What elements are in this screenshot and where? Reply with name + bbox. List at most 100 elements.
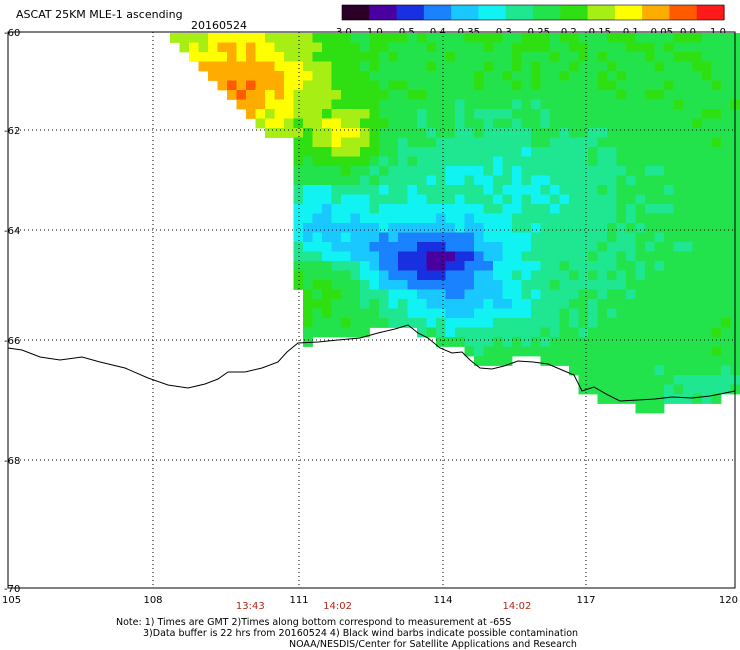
wind-cell bbox=[474, 156, 484, 167]
wind-cell bbox=[436, 137, 446, 148]
wind-cell bbox=[350, 147, 361, 157]
wind-cell bbox=[407, 99, 418, 110]
wind-cell bbox=[521, 308, 532, 319]
wind-cell bbox=[531, 128, 541, 138]
wind-cell bbox=[683, 118, 693, 129]
wind-cell bbox=[322, 299, 332, 309]
wind-cell bbox=[635, 308, 646, 319]
wind-cell bbox=[711, 223, 722, 233]
wind-cell bbox=[179, 42, 190, 53]
wind-cell bbox=[502, 261, 513, 271]
wind-cell bbox=[483, 270, 494, 281]
wind-cell bbox=[578, 242, 589, 252]
wind-cell bbox=[284, 33, 294, 43]
wind-cell bbox=[559, 318, 570, 328]
wind-cell bbox=[626, 194, 636, 205]
wind-cell bbox=[388, 33, 399, 43]
wind-cell bbox=[303, 223, 313, 233]
wind-cell bbox=[293, 137, 304, 148]
wind-cell bbox=[464, 99, 475, 110]
wind-cell bbox=[711, 128, 722, 138]
wind-cell bbox=[445, 80, 456, 91]
wind-cell bbox=[616, 71, 627, 81]
wind-cell bbox=[569, 232, 579, 243]
wind-cell bbox=[360, 308, 370, 319]
wind-cell bbox=[341, 289, 351, 300]
wind-cell bbox=[607, 337, 617, 347]
wind-cell bbox=[379, 261, 389, 271]
wind-cell bbox=[588, 175, 598, 186]
wind-cell bbox=[721, 308, 731, 319]
wind-cell bbox=[474, 147, 484, 157]
wind-cell bbox=[445, 299, 456, 309]
wind-cell bbox=[512, 33, 522, 43]
wind-cell bbox=[322, 42, 332, 53]
wind-cell bbox=[464, 261, 475, 271]
wind-cell bbox=[493, 299, 503, 309]
wind-cell bbox=[303, 242, 313, 252]
wind-cell bbox=[360, 318, 370, 328]
wind-cell bbox=[341, 270, 351, 281]
wind-cell bbox=[607, 99, 617, 110]
wind-cell bbox=[493, 346, 503, 357]
wind-cell bbox=[360, 251, 370, 262]
wind-cell bbox=[512, 185, 522, 195]
wind-cell bbox=[540, 194, 551, 205]
wind-cell bbox=[626, 147, 636, 157]
wind-cell bbox=[474, 166, 484, 176]
wind-cell bbox=[341, 90, 351, 100]
wind-cell bbox=[360, 270, 370, 281]
wind-cell bbox=[360, 289, 370, 300]
wind-cell bbox=[217, 33, 228, 43]
wind-cell bbox=[322, 99, 332, 110]
wind-cell bbox=[293, 61, 304, 72]
wind-cell bbox=[721, 109, 731, 119]
wind-cell bbox=[711, 394, 722, 404]
wind-cell bbox=[683, 71, 693, 81]
wind-cell bbox=[721, 61, 731, 72]
wind-cell bbox=[493, 308, 503, 319]
wind-cell bbox=[692, 289, 703, 300]
wind-cell bbox=[502, 156, 513, 167]
wind-cell bbox=[607, 71, 617, 81]
wind-cell bbox=[417, 194, 427, 205]
wind-cell bbox=[417, 270, 427, 281]
wind-cell bbox=[303, 308, 313, 319]
footer-credit: NOAA/NESDIS/Center for Satellite Applica… bbox=[289, 639, 577, 650]
wind-cell bbox=[512, 318, 522, 328]
wind-cell bbox=[493, 194, 503, 205]
wind-cell bbox=[417, 175, 427, 186]
wind-cell bbox=[303, 270, 313, 281]
wind-cell bbox=[341, 175, 351, 186]
wind-cell bbox=[550, 280, 560, 290]
wind-cell bbox=[531, 223, 541, 233]
wind-cell bbox=[721, 137, 731, 148]
wind-cell bbox=[711, 232, 722, 243]
wind-cell bbox=[645, 280, 655, 290]
wind-cell bbox=[426, 147, 437, 157]
wind-cell bbox=[379, 71, 389, 81]
wind-cell bbox=[426, 118, 437, 129]
wind-cell bbox=[388, 90, 399, 100]
wind-cell bbox=[360, 185, 370, 195]
wind-cell bbox=[521, 280, 532, 290]
wind-cell bbox=[626, 175, 636, 186]
wind-cell bbox=[578, 270, 589, 281]
wind-cell bbox=[569, 109, 579, 119]
wind-cell bbox=[692, 33, 703, 43]
wind-cell bbox=[369, 280, 380, 290]
wind-cell bbox=[721, 356, 731, 366]
wind-cell bbox=[322, 318, 332, 328]
wind-cell bbox=[692, 232, 703, 243]
wind-cell bbox=[673, 251, 684, 262]
wind-cell bbox=[711, 242, 722, 252]
lat-lon-grid bbox=[8, 32, 735, 588]
wind-cell bbox=[683, 384, 693, 395]
wind-cell bbox=[512, 194, 522, 205]
wind-cell bbox=[303, 109, 313, 119]
wind-cell bbox=[512, 289, 522, 300]
wind-cell bbox=[274, 42, 285, 53]
wind-cell bbox=[350, 33, 361, 43]
wind-cell bbox=[559, 213, 570, 224]
product-title: ASCAT 25KM MLE-1 ascending bbox=[16, 8, 183, 21]
